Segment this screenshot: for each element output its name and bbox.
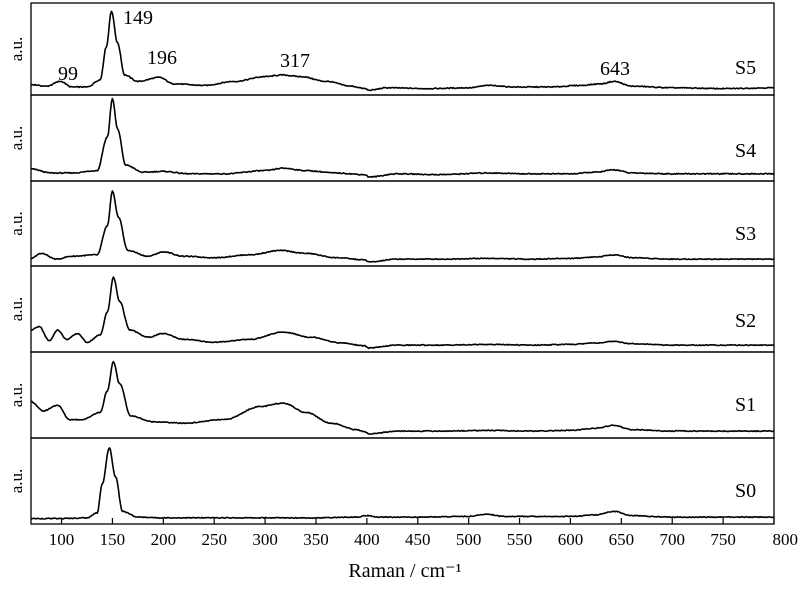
x-axis: 100 150 200 250 300 350 400 450 500 550 600 650 700 7… bbox=[49, 518, 798, 549]
series-line-s4 bbox=[31, 97, 775, 178]
series-line-s2 bbox=[30, 276, 775, 350]
peak-label-317: 317 bbox=[280, 50, 310, 72]
panels-layer: a.u. S5 a.u. S4 a.u. S3 a.u. S2 a.u. S1 a.u. S0 99 14… bbox=[7, 2, 775, 525]
panel-s3: a.u. S3 bbox=[7, 180, 775, 267]
y-axis-label-s2: a.u. bbox=[7, 297, 26, 322]
x-tick-label-300: 300 bbox=[252, 530, 278, 549]
series-label-s3: S3 bbox=[735, 223, 756, 245]
x-tick-label-700: 700 bbox=[659, 530, 685, 549]
series-label-s1: S1 bbox=[735, 394, 756, 416]
peak-label-196: 196 bbox=[147, 47, 177, 69]
x-tick-label-500: 500 bbox=[456, 530, 482, 549]
peak-label-99: 99 bbox=[58, 63, 78, 85]
x-tick-label-200: 200 bbox=[151, 530, 177, 549]
series-line-s3 bbox=[30, 190, 775, 263]
panel-s2: a.u. S2 bbox=[7, 265, 775, 353]
x-axis-label: Raman / cm⁻¹ bbox=[348, 560, 461, 582]
x-tick-label-400: 400 bbox=[354, 530, 380, 549]
series-label-s4: S4 bbox=[735, 140, 756, 162]
series-label-s2: S2 bbox=[735, 310, 756, 332]
x-tick-label-600: 600 bbox=[558, 530, 584, 549]
panel-frame-s0 bbox=[30, 437, 775, 525]
x-tick-label-350: 350 bbox=[303, 530, 329, 549]
x-tick-label-650: 650 bbox=[609, 530, 635, 549]
panel-s0: a.u. S0 bbox=[7, 437, 775, 525]
panel-frame-s4 bbox=[30, 94, 775, 182]
panel-s4: a.u. S4 bbox=[7, 94, 775, 182]
x-tick-label-150: 150 bbox=[100, 530, 126, 549]
y-axis-label-s1: a.u. bbox=[7, 383, 26, 408]
panel-frame-s2 bbox=[30, 265, 775, 353]
x-tick-label-750: 750 bbox=[710, 530, 736, 549]
y-axis-label-s4: a.u. bbox=[7, 126, 26, 151]
series-label-s0: S0 bbox=[735, 480, 756, 502]
peak-label-149: 149 bbox=[123, 7, 153, 29]
x-tick-label-550: 550 bbox=[507, 530, 533, 549]
y-axis-label-s3: a.u. bbox=[7, 211, 26, 236]
x-tick-label-800: 800 bbox=[773, 530, 799, 549]
x-tick-label-450: 450 bbox=[405, 530, 431, 549]
peak-label-643: 643 bbox=[600, 58, 630, 80]
series-line-s5 bbox=[30, 10, 775, 92]
y-axis-label-s5: a.u. bbox=[7, 37, 26, 62]
panel-s1: a.u. S1 bbox=[7, 351, 775, 439]
series-label-s5: S5 bbox=[735, 57, 756, 79]
x-tick-label-250: 250 bbox=[201, 530, 227, 549]
y-axis-label-s0: a.u. bbox=[7, 469, 26, 494]
panel-frame-s1 bbox=[30, 351, 775, 439]
series-line-s0 bbox=[30, 447, 775, 520]
panel-frame-s3 bbox=[30, 180, 775, 267]
x-tick-label-100: 100 bbox=[49, 530, 75, 549]
series-line-s1 bbox=[30, 360, 775, 435]
